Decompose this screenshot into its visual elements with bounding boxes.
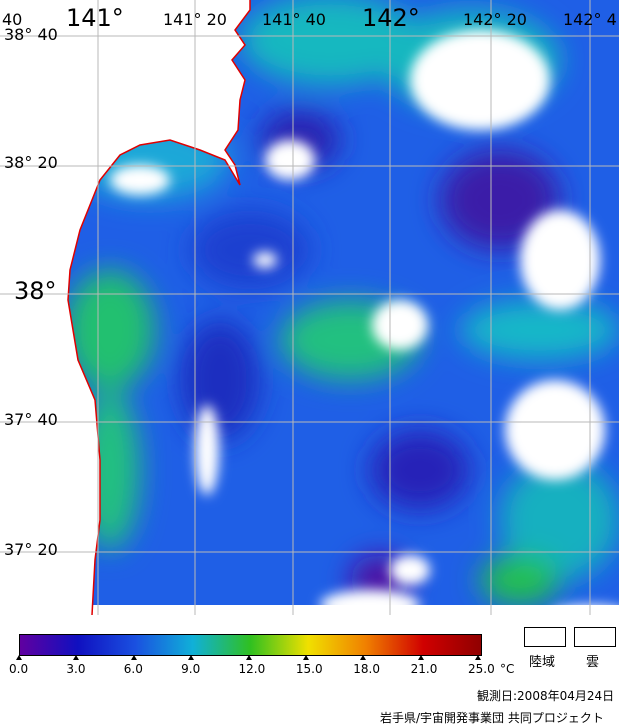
legend-tick-label: 12.0 xyxy=(238,662,266,676)
cloud-swatch xyxy=(574,627,616,647)
lat-label: 37° 40 xyxy=(4,410,58,429)
legend-tick-label: 3.0 xyxy=(66,662,86,676)
lat-label: 37° 20 xyxy=(4,540,58,559)
lon-label: 141° 20 xyxy=(163,10,227,29)
legend-tick-label: 18.0 xyxy=(353,662,380,676)
lon-label: 142° 20 xyxy=(463,10,527,29)
cloud-areas xyxy=(110,30,619,615)
cloud-label: 雲 xyxy=(586,655,600,670)
legend-tick-mark xyxy=(188,655,195,660)
land-swatch xyxy=(524,627,566,647)
land-area xyxy=(0,0,250,615)
lon-label: 142° 4 xyxy=(563,10,617,29)
lat-label: 38° xyxy=(14,277,57,305)
legend-tick-mark xyxy=(302,655,309,660)
legend-tick-label: 0.0 xyxy=(9,662,29,676)
organization-credit: 岩手県/宇宙開発事業団 共同プロジェクト xyxy=(380,711,604,725)
legend-tick-mark xyxy=(245,655,252,660)
legend-tick-mark xyxy=(73,655,80,660)
lon-label: 142° xyxy=(362,4,420,32)
legend-tick-label: 21.0 xyxy=(410,662,438,676)
observation-date: 観測日:2008年04月24日 xyxy=(477,689,615,703)
lon-label: 141° 40 xyxy=(262,10,326,29)
unit-label: °C xyxy=(500,662,515,676)
legend-tick-label: 9.0 xyxy=(181,662,201,676)
coastline xyxy=(67,0,251,615)
legend: 0.0 3.0 6.0 9.0 12.0 15.0 18.0 21.0 25.0 °C 陸域 雲… xyxy=(0,615,619,725)
legend-tick-mark xyxy=(475,655,481,660)
lat-label: 38° 40 xyxy=(4,25,58,44)
legend-tick-mark xyxy=(16,655,22,660)
lon-label: 141° xyxy=(66,4,124,32)
legend-tick-label: 15.0 xyxy=(295,662,323,676)
lon-label: 40 xyxy=(2,10,23,29)
graticule xyxy=(0,0,619,615)
legend-tick-mark xyxy=(360,655,367,660)
legend-tick-label: 25.0 xyxy=(468,662,495,676)
temperature-color-bar xyxy=(19,634,482,656)
legend-tick-mark xyxy=(417,655,424,660)
legend-tick-label: 6.0 xyxy=(123,662,143,676)
lat-label: 38° 20 xyxy=(4,153,58,172)
legend-tick-mark xyxy=(130,655,137,660)
land-label: 陸域 xyxy=(529,655,556,670)
sea-surface-temperature-map xyxy=(0,0,619,615)
